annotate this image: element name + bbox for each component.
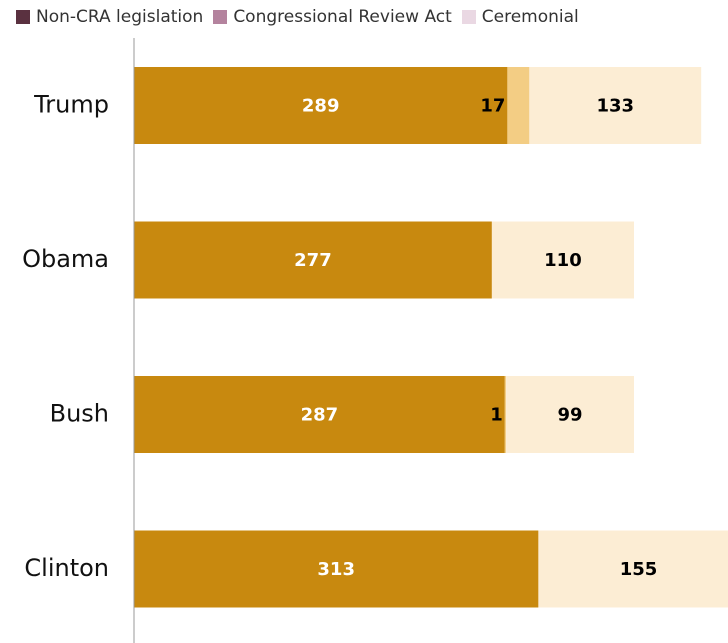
data-label-bush-ceremonial: 99: [558, 405, 583, 426]
legend-label-ceremonial: Ceremonial: [481, 7, 579, 27]
category-label-clinton: Clinton: [24, 554, 109, 582]
legend-label-cra: Congressional Review Act: [233, 7, 452, 27]
bar-bush-non-cra: [134, 376, 505, 453]
legend-label-non-cra: Non-CRA legislation: [36, 7, 204, 27]
data-label-trump-non-cra: 289: [302, 96, 340, 117]
legend-swatch-non-cra: [16, 10, 30, 24]
data-label-bush-cra: 1: [490, 405, 503, 426]
bar-trump-cra: [507, 67, 530, 144]
legend-swatch-cra: [213, 10, 228, 24]
bar-bush-cra: [504, 376, 507, 453]
category-label-trump: Trump: [33, 91, 109, 119]
data-label-trump-cra: 17: [480, 96, 505, 117]
category-label-bush: Bush: [50, 400, 109, 428]
data-label-clinton-ceremonial: 155: [620, 559, 658, 580]
data-label-clinton-non-cra: 313: [317, 559, 355, 580]
data-label-trump-ceremonial: 133: [596, 96, 634, 117]
bar-obama-non-cra: [134, 221, 492, 299]
legend-item-non-cra: Non-CRA legislation: [16, 7, 203, 27]
legend-item-cra: Congressional Review Act: [213, 7, 452, 27]
data-label-bush-non-cra: 287: [301, 405, 339, 426]
legend-swatch-ceremonial: [461, 10, 476, 24]
data-label-obama-ceremonial: 110: [544, 250, 582, 271]
chart-legend: Non-CRA legislation Congressional Review…: [16, 6, 579, 28]
bar-trump-non-cra: [134, 67, 508, 144]
legend-item-ceremonial: Ceremonial: [461, 7, 579, 27]
bar-clinton-non-cra: [134, 530, 539, 608]
bar-trump-ceremonial: [529, 67, 702, 144]
data-label-obama-non-cra: 277: [294, 250, 332, 271]
bar-bush-ceremonial: [506, 376, 635, 453]
bar-obama-ceremonial: [491, 221, 635, 299]
bar-clinton-ceremonial: [538, 530, 728, 608]
category-label-obama: Obama: [22, 245, 109, 273]
